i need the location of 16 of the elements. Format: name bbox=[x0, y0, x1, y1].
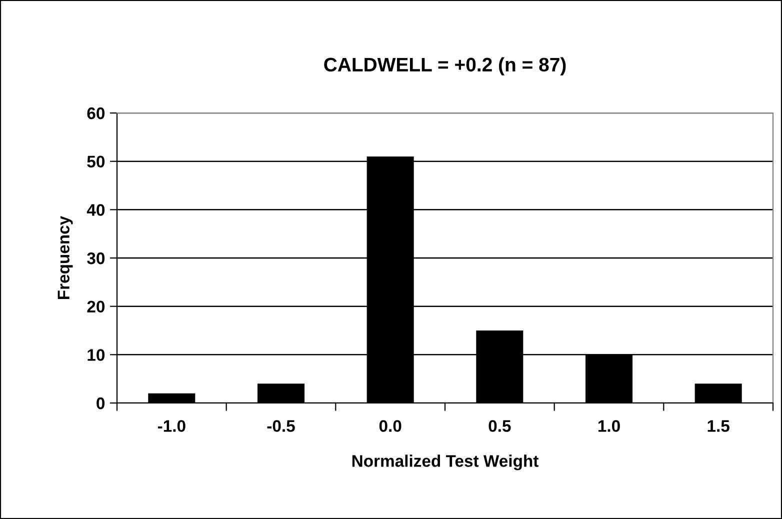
x-tick-label: -1.0 bbox=[158, 420, 186, 432]
y-tick-label: 10 bbox=[88, 349, 105, 361]
chart-title: CALDWELL = +0.2 (n = 87) bbox=[324, 57, 566, 76]
y-tick-label: 20 bbox=[87, 300, 105, 313]
y-tick-label: 50 bbox=[87, 156, 105, 168]
x-tick-label: -0.5 bbox=[267, 420, 295, 432]
x-tick-label: 1.0 bbox=[598, 420, 620, 432]
x-axis-title: Normalized Test Weight bbox=[352, 454, 538, 470]
y-tick-label: 60 bbox=[87, 107, 105, 120]
x-tick-label: 0.5 bbox=[488, 420, 511, 432]
y-tick-label: 30 bbox=[87, 252, 105, 264]
x-tick-label: 1.5 bbox=[708, 420, 730, 432]
y-tick-label: 40 bbox=[86, 204, 105, 216]
y-tick-label: 0 bbox=[96, 397, 105, 410]
x-tick-label: 0.0 bbox=[379, 420, 402, 432]
y-axis-title: Frequency bbox=[58, 216, 73, 300]
